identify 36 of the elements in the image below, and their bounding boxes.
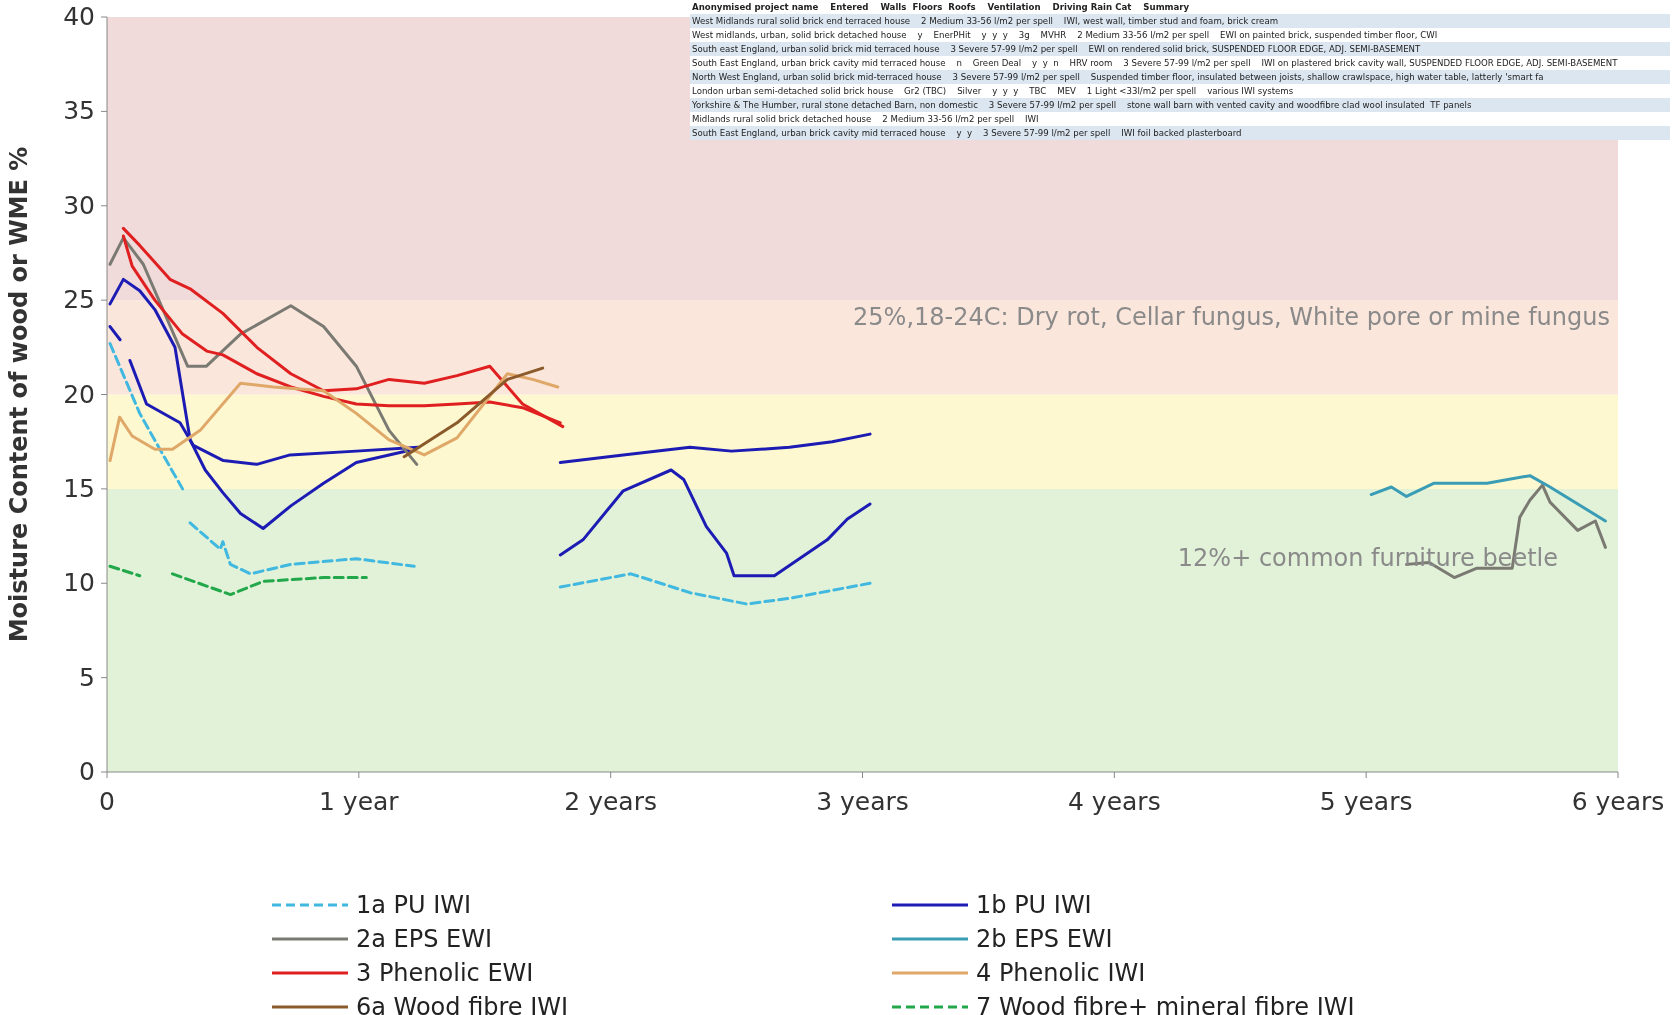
annotation: South East England, urban brick cavity mid terraced house y y 3 Severe 57-99 l/m2 per spell IWI foil backed plasterboard: [690, 126, 1670, 140]
annotation: West Midlands rural solid brick end terraced house 2 Medium 33-56 l/m2 per spell IWI, west wall, timber stud and foam, brick cream: [690, 14, 1670, 28]
legend-label: 1a PU IWI: [356, 891, 472, 919]
y-tick-label: 25: [63, 285, 95, 315]
band-label: 25%,18-24C: Dry rot, Cellar fungus, White pore or mine fungus: [853, 303, 1610, 332]
y-tick-label: 0: [79, 757, 95, 786]
legend-label: 4 Phenolic IWI: [976, 959, 1146, 987]
annotation: North West England, urban solid brick mid-terraced house 3 Severe 57-99 l/m2 per spell Suspended timber floor, insulated between joists, shallow crawlspace, high water table, latterly 'smart fa: [690, 70, 1670, 84]
legend-label: 6a Wood fibre IWI: [356, 993, 569, 1015]
x-tick-label: 1 year: [319, 787, 400, 816]
legend-label: 7 Wood fibre+ mineral fibre IWI: [976, 993, 1355, 1015]
text: Anonymised project name Entered Walls Floors Roofs Ventilation Driving Rain Cat Summary: [692, 2, 1190, 12]
annotation: South East England, urban brick cavity mid terraced house n Green Deal y y n HRV room 3 Severe 57-99 l/m2 per spell IWI on plastered brick cavity wall, SUSPENDED FLOOR EDGE, ADJ. SEMI-BASEMENT: [690, 56, 1670, 70]
x-tick-label: 4 years: [1068, 787, 1161, 816]
annotation: South east England, urban solid brick mid terraced house 3 Severe 57-99 l/m2 per spell EWI on rendered solid brick, SUSPENDED FLOOR EDGE, ADJ. SEMI-BASEMENT: [690, 42, 1670, 56]
y-tick-label: 15: [63, 473, 95, 503]
y-tick-label: 35: [63, 96, 95, 126]
legend-label: 2b EPS EWI: [976, 925, 1113, 953]
x-tick-label: 0: [99, 787, 115, 816]
x-tick-label: 3 years: [816, 787, 909, 816]
annotation: London urban semi-detached solid brick house Gr2 (TBC) Silver y y y TBC MEV 1 Light <33l/m2 per spell various IWI systems: [690, 84, 1670, 98]
y-tick-label: 30: [63, 190, 95, 220]
y-axis-title: Moisture Content of wood or WME %: [4, 146, 33, 643]
y-tick-label: 40: [63, 2, 95, 31]
annotation: Midlands rural solid brick detached house 2 Medium 33-56 l/m2 per spell IWI: [690, 112, 1670, 126]
x-tick-label: 2 years: [564, 787, 657, 816]
annotation: Yorkshire & The Humber, rural stone detached Barn, non domestic 3 Severe 57-99 l/m2 per spell stone wall barn with vented cavity and woodfibre clad wool insulated TF panels: [690, 98, 1670, 112]
x-tick-label: 6 years: [1571, 787, 1665, 816]
legend-label: 3 Phenolic EWI: [356, 959, 534, 987]
y-tick-label: 20: [63, 379, 95, 409]
legend-label: 1b PU IWI: [976, 891, 1092, 919]
annotation: West midlands, urban, solid brick detached house y EnerPHit y y y 3g MVHR 2 Medium 33-56 l/m2 per spell EWI on painted brick, suspended timber floor, CWI: [690, 28, 1670, 42]
x-tick-label: 5 years: [1319, 787, 1413, 816]
legend-label: 2a EPS EWI: [356, 925, 493, 953]
y-tick-label: 10: [63, 568, 95, 598]
y-tick-label: 5: [79, 662, 95, 692]
